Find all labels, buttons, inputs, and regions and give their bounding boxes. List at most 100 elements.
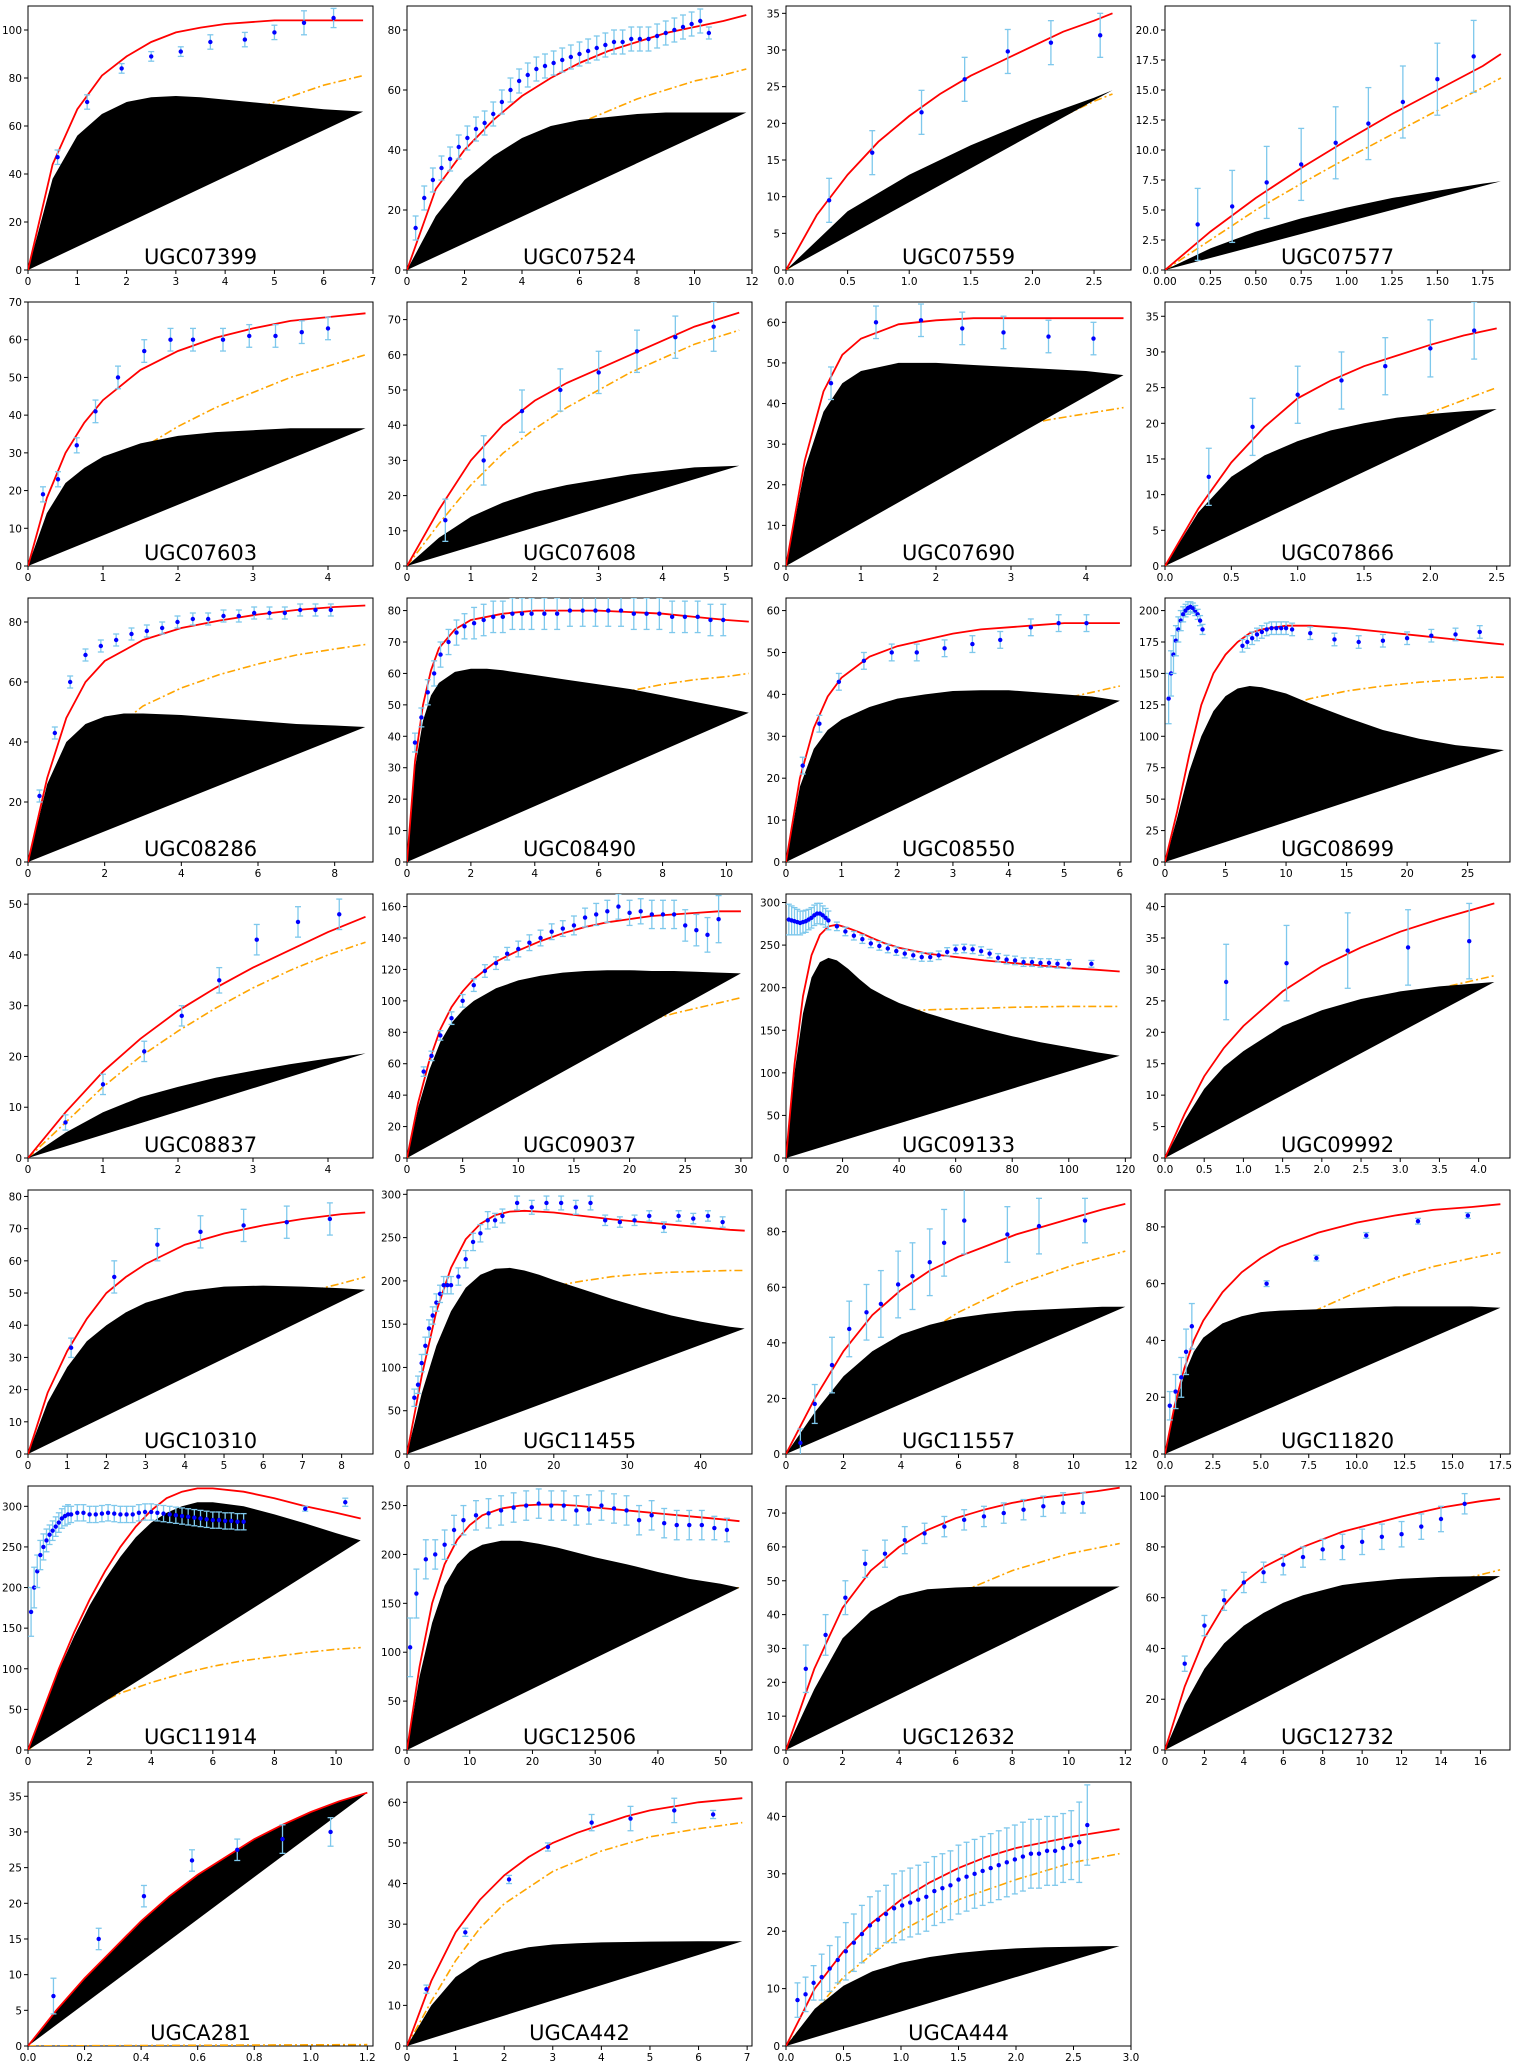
data-point (504, 946, 511, 961)
point-marker (599, 1503, 604, 1508)
data-point (1307, 626, 1314, 641)
point-marker (1097, 33, 1103, 38)
point-marker (716, 916, 721, 922)
point-marker (914, 650, 919, 655)
point-marker (1084, 620, 1089, 626)
point-marker (482, 120, 487, 126)
point-marker (699, 1522, 705, 1528)
data-point (1047, 20, 1054, 66)
y-tick-label: 250 (381, 1501, 401, 1513)
point-marker (463, 1257, 468, 1262)
baryonic-curve (407, 1267, 745, 1454)
data-point (135, 1504, 142, 1522)
x-tick-label: 4 (178, 868, 185, 880)
point-marker (1264, 627, 1269, 632)
point-marker (649, 1513, 654, 1518)
data-point (1165, 672, 1172, 725)
data-point (645, 26, 652, 52)
data-point (74, 1504, 81, 1522)
data-point (1405, 909, 1412, 986)
x-tick-label: 4 (519, 276, 526, 288)
point-marker (99, 1511, 105, 1516)
data-point (1036, 1197, 1042, 1255)
point-marker (798, 1440, 803, 1446)
point-marker (568, 54, 574, 60)
point-marker (558, 387, 563, 393)
data-point (1283, 621, 1290, 636)
point-marker (823, 915, 828, 921)
data-point (34, 1554, 41, 1589)
x-tick-label: 40 (651, 1756, 664, 1768)
data-point (1011, 1824, 1018, 1895)
data-point (1223, 943, 1230, 1021)
data-point (980, 1505, 987, 1528)
galaxy-name-label: UGC11914 (144, 1725, 257, 1749)
x-tick-label: 120 (1115, 1164, 1135, 1176)
x-tick-label: 20 (1400, 868, 1413, 880)
x-tick-label: 0 (404, 276, 411, 288)
y-tick-label: 150 (2, 1623, 22, 1635)
x-tick-label: 6 (1280, 1756, 1287, 1768)
data-point (1240, 1571, 1247, 1594)
baryonic-curve (786, 90, 1113, 270)
point-marker (1183, 1349, 1189, 1355)
point-marker (1379, 1534, 1385, 1539)
x-tick-label: 2 (468, 868, 475, 880)
point-marker (631, 611, 637, 616)
point-marker (618, 608, 624, 613)
point-marker (423, 1557, 429, 1562)
point-marker (657, 611, 662, 616)
y-tick-label: 20 (1146, 418, 1159, 430)
point-marker (970, 641, 975, 647)
y-tick-label: 17.5 (1136, 55, 1159, 67)
data-point (939, 1853, 946, 1924)
y-tick-label: 50 (388, 1406, 401, 1418)
x-tick-label: 3.0 (1392, 1164, 1409, 1176)
point-marker (902, 951, 907, 956)
x-tick-label: 1.5 (1274, 1164, 1291, 1176)
point-marker (1229, 204, 1235, 209)
x-tick-label: 12 (1119, 1756, 1132, 1768)
data-point (1461, 1492, 1468, 1515)
data-point (411, 1388, 418, 1408)
y-tick-label: 300 (381, 1189, 401, 1201)
data-point (1464, 1212, 1471, 1220)
baryonic-curve (407, 970, 741, 1158)
point-marker (441, 1283, 446, 1288)
x-tick-label: 0.00 (1153, 276, 1176, 288)
data-point (281, 606, 288, 620)
point-marker (549, 929, 554, 934)
point-marker (273, 333, 278, 339)
chart-panel-ugc07603: 0 1 2 3 4 0 10 20 30 40 50 60 70 UGC07603 (0, 296, 379, 592)
point-marker (836, 679, 842, 685)
data-point (426, 1319, 433, 1338)
data-point (1471, 302, 1478, 360)
y-tick-label: 0 (773, 265, 780, 277)
point-marker (53, 1524, 58, 1529)
data-point (86, 1505, 93, 1524)
data-point (448, 1275, 455, 1295)
point-marker (433, 1552, 438, 1557)
point-marker (803, 1992, 808, 1997)
data-point (592, 598, 599, 627)
data-point (585, 38, 592, 64)
y-tick-label: 0 (1152, 561, 1159, 573)
data-point (113, 633, 120, 647)
x-tick-label: 6 (576, 276, 583, 288)
data-point (271, 24, 278, 41)
data-point (671, 899, 678, 930)
x-tick-label: 10 (1062, 1756, 1075, 1768)
point-marker (221, 613, 226, 619)
point-marker (593, 608, 598, 613)
data-point (1263, 622, 1270, 637)
y-tick-label: 10 (388, 2000, 401, 2012)
point-marker (682, 614, 688, 620)
data-point (473, 1500, 479, 1531)
x-tick-label: 10 (688, 276, 701, 288)
point-marker (724, 1527, 730, 1533)
chart-panel-ugc07608: 0 1 2 3 4 5 0 10 20 30 40 50 60 70 UGC07608 (379, 296, 758, 592)
y-tick-label: 80 (1146, 1542, 1159, 1554)
data-point (141, 1040, 148, 1063)
galaxy-name-label: UGC08550 (902, 837, 1015, 861)
data-point (499, 1208, 506, 1224)
